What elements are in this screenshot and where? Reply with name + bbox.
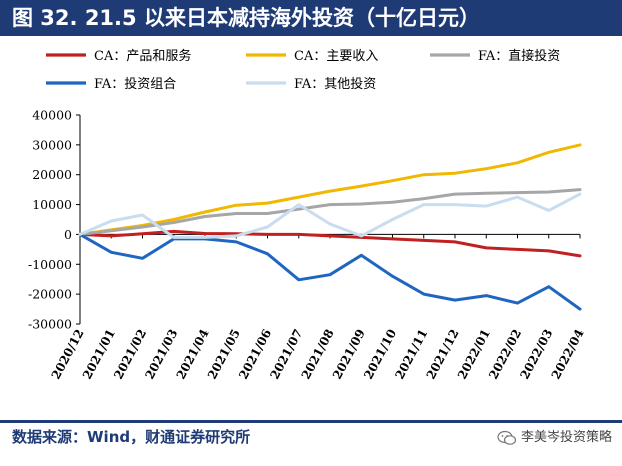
series-line bbox=[78, 143, 582, 236]
y-tick-label: 10000 bbox=[32, 197, 72, 212]
legend-label: FA：直接投资 bbox=[478, 48, 560, 64]
y-tick-label: 20000 bbox=[32, 167, 72, 182]
legend-label: FA：其他投资 bbox=[294, 76, 376, 92]
y-tick-label: -30000 bbox=[28, 317, 72, 332]
bottom-rule bbox=[0, 420, 622, 423]
legend-label: CA：主要收入 bbox=[294, 49, 378, 64]
y-tick-label: 40000 bbox=[32, 108, 72, 123]
watermark: 李美岑投资策略 bbox=[497, 428, 612, 448]
source-note: 数据来源：Wind，财通证券研究所 bbox=[12, 428, 251, 446]
y-tick-label: -10000 bbox=[28, 257, 72, 272]
figure-title: 图 32. 21.5 以来日本减持海外投资（十亿日元） bbox=[0, 0, 622, 36]
series-line bbox=[78, 229, 582, 258]
y-tick-label: -20000 bbox=[28, 287, 72, 302]
watermark-text: 李美岑投资策略 bbox=[520, 430, 612, 445]
series-line bbox=[78, 192, 582, 239]
y-tick-label: 30000 bbox=[32, 137, 72, 152]
y-tick-label: 0 bbox=[64, 227, 72, 242]
legend-label: FA：投资组合 bbox=[94, 76, 176, 92]
legend-label: CA：产品和服务 bbox=[94, 48, 191, 64]
series-line bbox=[78, 232, 582, 311]
wechat-icon bbox=[497, 430, 517, 445]
series-line bbox=[78, 188, 582, 236]
chart-area: CA：产品和服务 CA：主要收入 FA：直接投资 FA：投资组合 FA：其他投资 -300… bbox=[0, 36, 622, 420]
line-chart: CA：产品和服务 CA：主要收入 FA：直接投资 FA：投资组合 FA：其他投资 -300… bbox=[28, 48, 587, 382]
